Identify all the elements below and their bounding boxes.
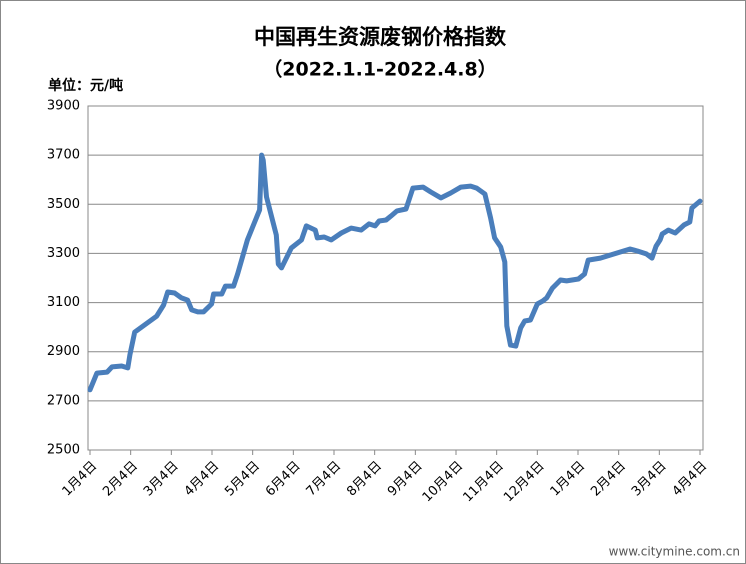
data-line (87, 152, 703, 393)
y-tick-label: 3100 (47, 295, 80, 310)
watermark: www.citymine.com.cn (609, 545, 740, 559)
y-tick-label: 2700 (47, 393, 80, 408)
y-tick-label: 3900 (47, 99, 80, 114)
y-tick-label: 2500 (47, 443, 80, 458)
y-tick-label: 3300 (47, 246, 80, 261)
y-tick-label: 3700 (47, 148, 80, 163)
y-tick-label: 2900 (47, 344, 80, 359)
chart-subtitle: （2022.1.1-2022.4.8） (263, 58, 496, 81)
y-tick-label: 3500 (47, 197, 80, 212)
y-axis-label: 单位：元/吨 (48, 77, 123, 94)
chart-title: 中国再生资源废钢价格指数 (254, 25, 507, 49)
